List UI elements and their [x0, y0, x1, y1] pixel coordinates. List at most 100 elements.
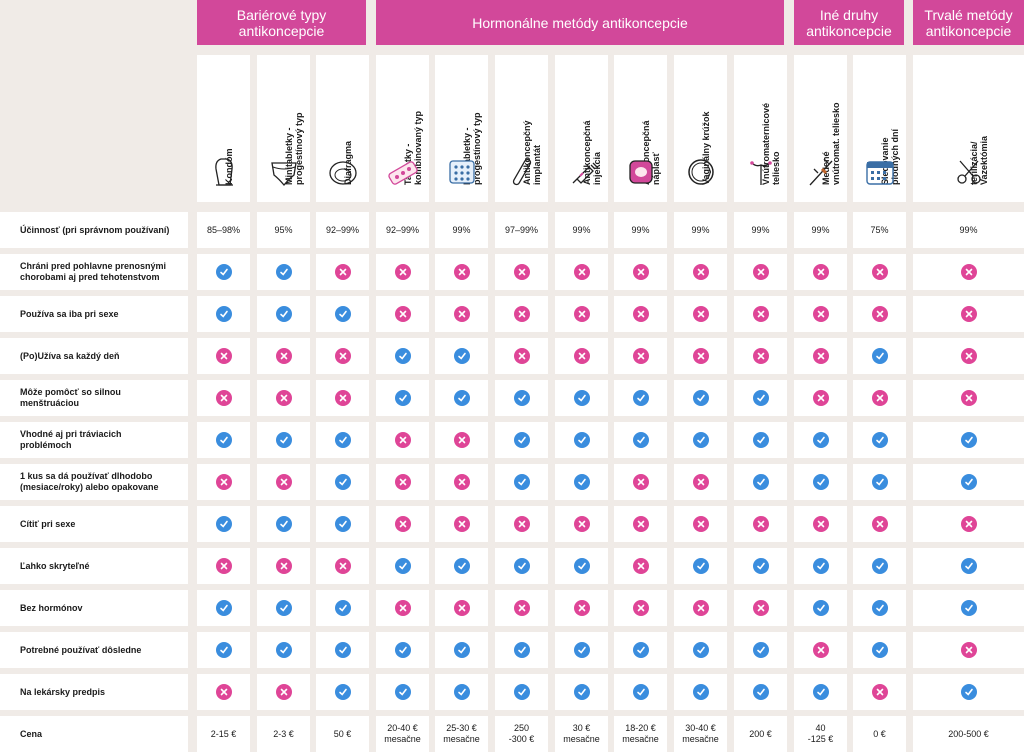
row-label: (Po)Užíva sa každý deň [0, 338, 188, 374]
check-icon [215, 516, 232, 532]
table-cell [257, 464, 310, 500]
check-icon [692, 390, 709, 406]
table-cell [674, 464, 727, 500]
method-header: Antikoncepčná náplasť [614, 55, 667, 202]
cross-icon [215, 348, 232, 364]
table-cell [913, 422, 1024, 458]
table-cell: 85–98% [197, 212, 250, 248]
table-cell [197, 422, 250, 458]
table-cell [555, 296, 608, 332]
table-cell: 200-500 € [913, 716, 1024, 752]
table-cell [913, 632, 1024, 668]
table-cell [257, 548, 310, 584]
cross-icon [215, 390, 232, 406]
check-icon [334, 432, 351, 448]
check-icon [752, 558, 769, 574]
table-cell [257, 590, 310, 626]
table-cell [913, 380, 1024, 416]
table-cell [734, 506, 787, 542]
table-cell: 18-20 € mesačne [614, 716, 667, 752]
table-cell [734, 254, 787, 290]
table-cell [734, 548, 787, 584]
table-cell: 2-15 € [197, 716, 250, 752]
table-cell [495, 506, 548, 542]
pill-strip-icon [386, 160, 419, 186]
table-cell [614, 548, 667, 584]
table-cell: 99% [674, 212, 727, 248]
table-cell [614, 464, 667, 500]
check-icon [573, 642, 590, 658]
cross-icon [692, 264, 709, 280]
cross-icon [960, 642, 977, 658]
row-label: Na lekársky predpis [0, 674, 188, 710]
table-cell [794, 632, 847, 668]
check-icon [453, 684, 470, 700]
cross-icon [394, 306, 411, 322]
cross-icon [960, 264, 977, 280]
iud-icon [749, 160, 772, 186]
check-icon [453, 558, 470, 574]
table-cell [495, 548, 548, 584]
check-icon [812, 558, 829, 574]
cross-icon [394, 474, 411, 490]
condom-icon [214, 158, 234, 186]
table-cell [614, 632, 667, 668]
table-cell [734, 674, 787, 710]
cross-icon [453, 600, 470, 616]
table-cell [376, 296, 429, 332]
table-cell [495, 380, 548, 416]
cross-icon [513, 264, 530, 280]
cross-icon [752, 600, 769, 616]
table-cell [614, 506, 667, 542]
check-icon [394, 390, 411, 406]
cross-icon [632, 474, 649, 490]
table-cell [316, 506, 369, 542]
table-cell [197, 548, 250, 584]
table-cell [734, 296, 787, 332]
table-cell [435, 254, 488, 290]
table-cell [913, 590, 1024, 626]
cross-icon [960, 390, 977, 406]
table-cell [614, 380, 667, 416]
check-icon [871, 642, 888, 658]
check-icon [215, 306, 232, 322]
check-icon [960, 474, 977, 490]
check-icon [394, 348, 411, 364]
check-icon [632, 684, 649, 700]
table-cell [853, 590, 906, 626]
table-cell [495, 464, 548, 500]
table-cell: 92–99% [316, 212, 369, 248]
row-label: Potrebné používať dôsledne [0, 632, 188, 668]
table-cell [495, 674, 548, 710]
check-icon [692, 432, 709, 448]
table-cell [495, 590, 548, 626]
check-icon [453, 390, 470, 406]
table-cell [555, 338, 608, 374]
check-icon [334, 516, 351, 532]
table-cell [316, 380, 369, 416]
table-cell [435, 296, 488, 332]
table-cell [734, 632, 787, 668]
cross-icon [812, 642, 829, 658]
scissors-icon [956, 160, 981, 184]
check-icon [960, 684, 977, 700]
check-icon [334, 306, 351, 322]
cross-icon [334, 264, 351, 280]
cross-icon [960, 348, 977, 364]
check-icon [513, 432, 530, 448]
cross-icon [215, 558, 232, 574]
table-cell: 30-40 € mesačne [674, 716, 727, 752]
table-cell [614, 254, 667, 290]
table-cell [316, 548, 369, 584]
table-cell [674, 254, 727, 290]
cross-icon [960, 306, 977, 322]
table-cell [435, 548, 488, 584]
table-cell [197, 632, 250, 668]
table-cell [794, 674, 847, 710]
table-cell [316, 674, 369, 710]
table-cell: 99% [614, 212, 667, 248]
table-cell [316, 590, 369, 626]
row-label: Ľahko skryteľné [0, 548, 188, 584]
check-icon [960, 600, 977, 616]
table-cell [197, 296, 250, 332]
